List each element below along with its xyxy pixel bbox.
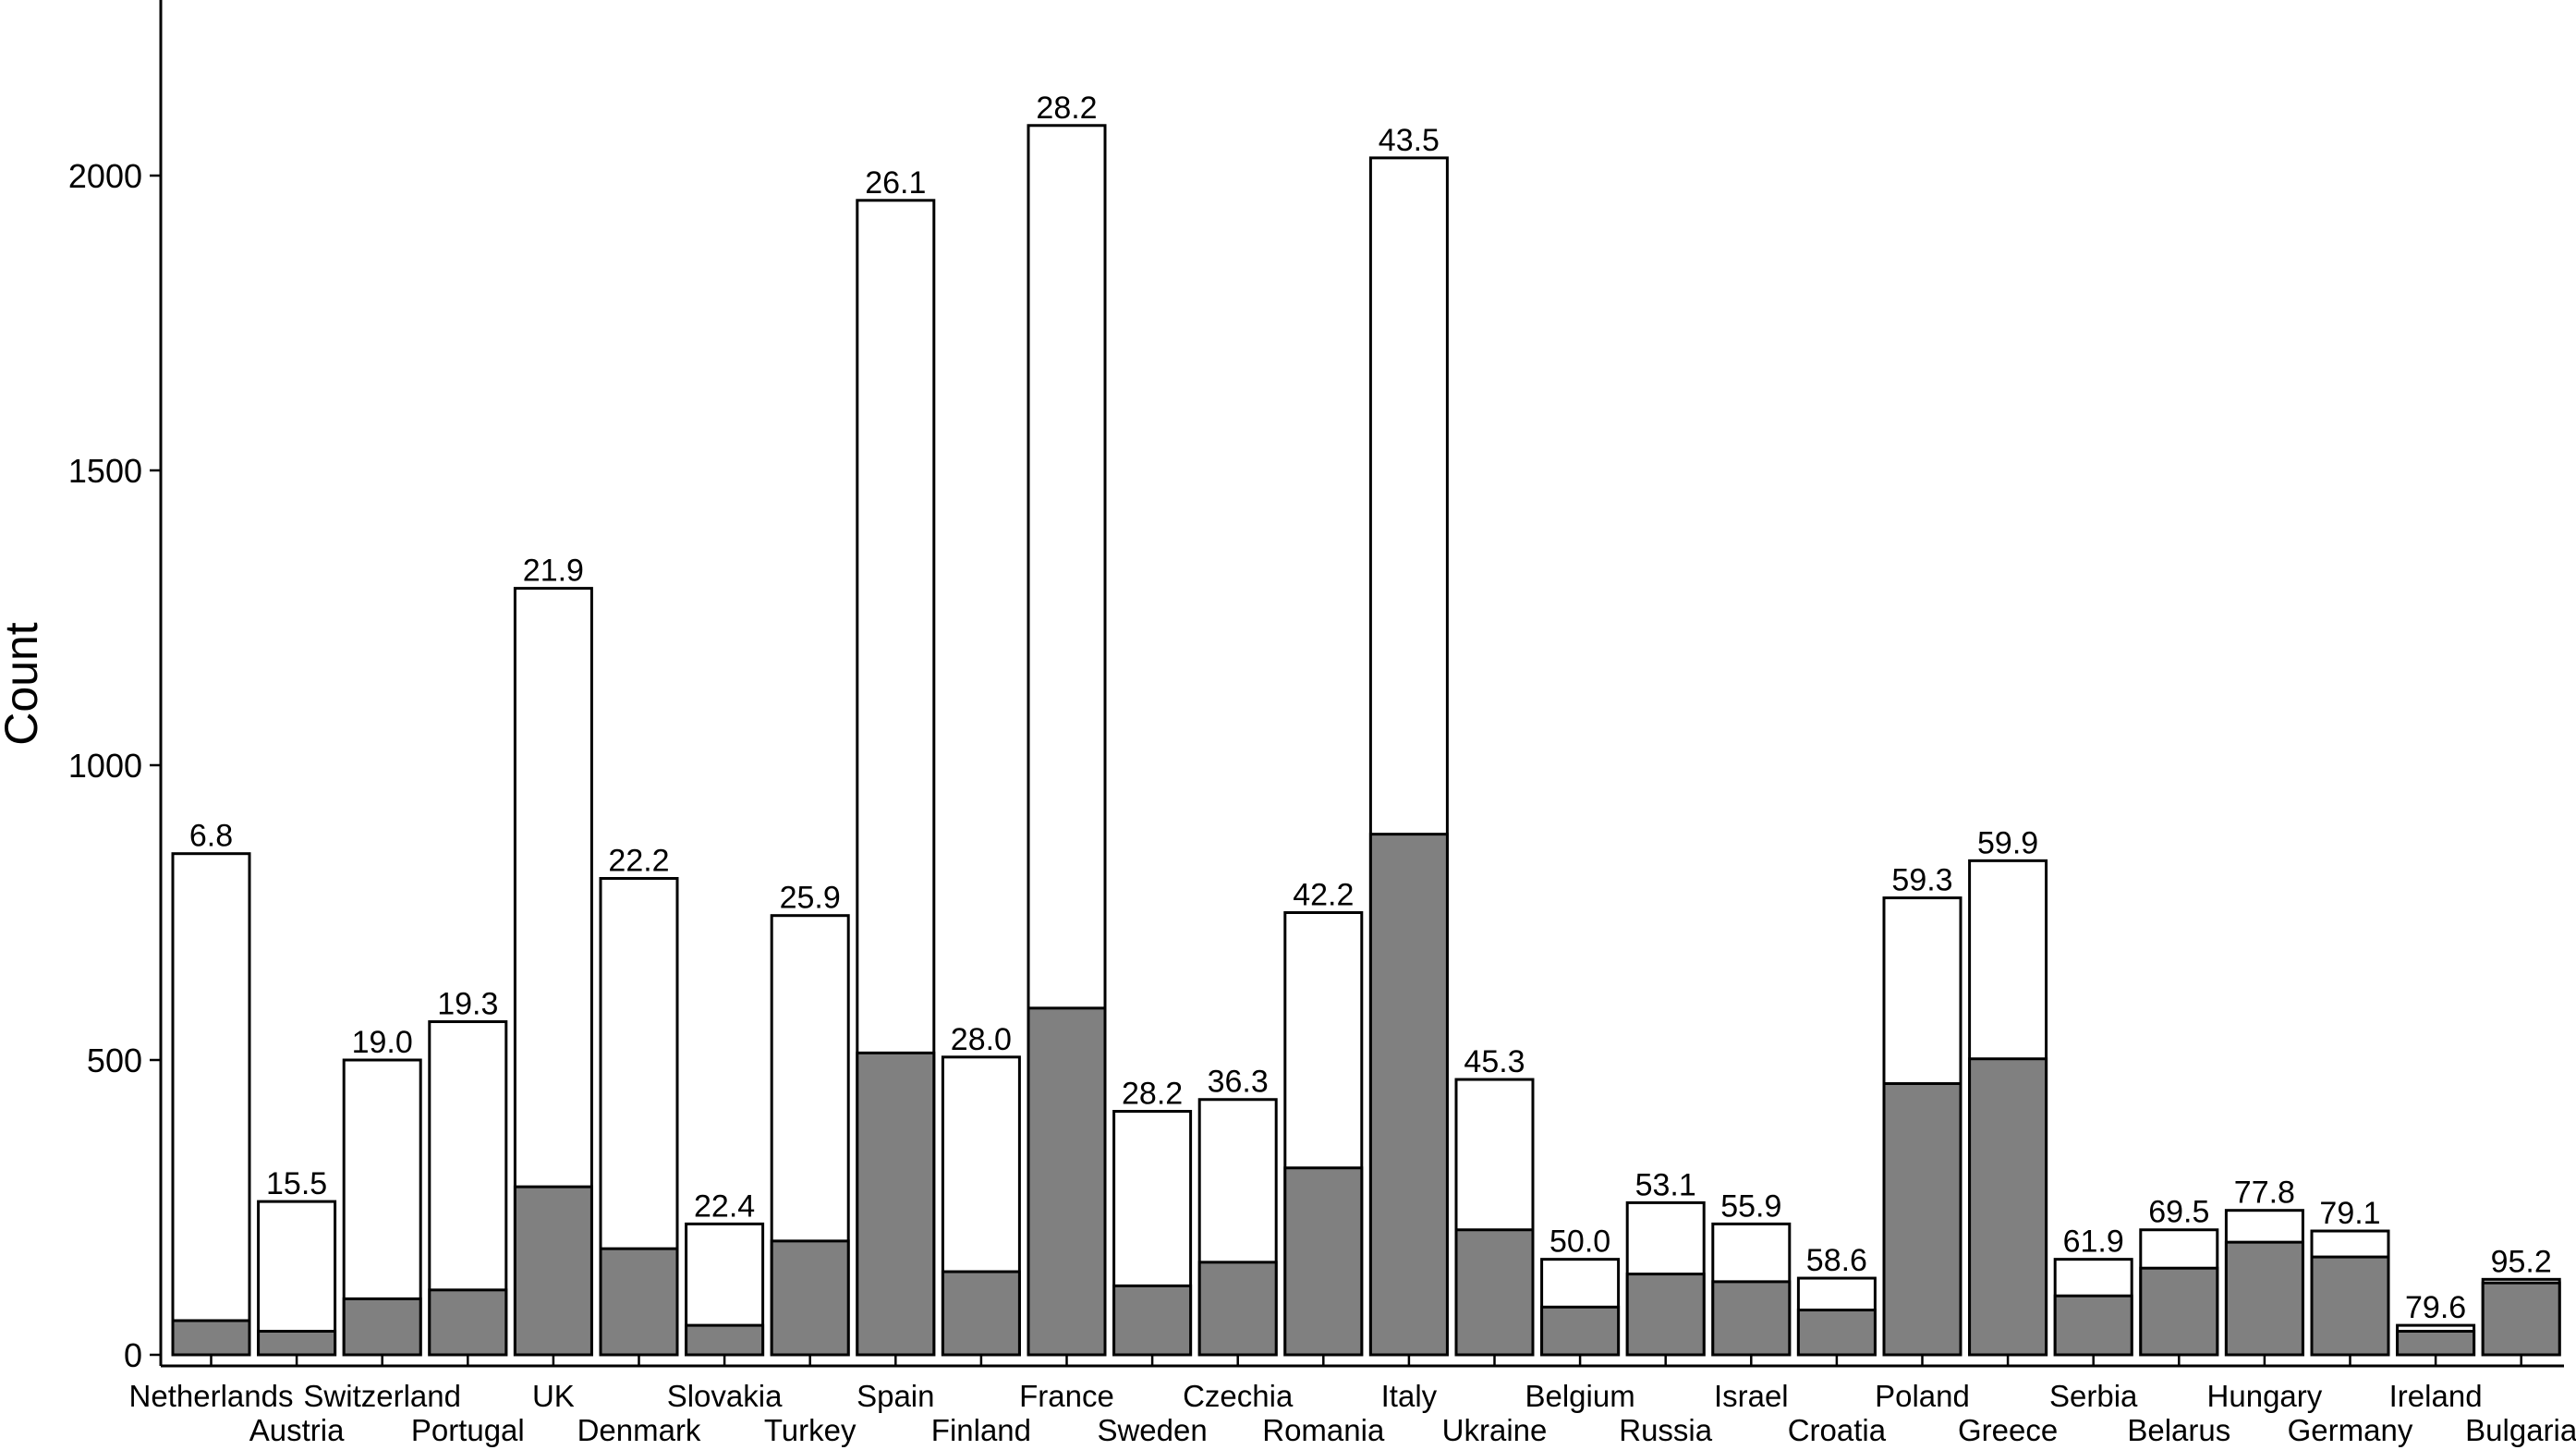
data-label: 59.9: [1977, 825, 2038, 860]
data-label: 19.3: [437, 987, 498, 1022]
data-label: 95.2: [2491, 1244, 2552, 1279]
bar-subset-denmark: [599, 1247, 679, 1357]
x-tick-label: Poland: [1875, 1379, 1970, 1413]
data-label: 28.0: [951, 1022, 1012, 1057]
x-tick-label: Germany: [2288, 1413, 2413, 1447]
bar-subset-belgium: [1540, 1305, 1621, 1357]
x-tick-label: Portugal: [411, 1413, 525, 1447]
bar-subset-belarus: [2139, 1266, 2219, 1357]
data-label: 79.6: [2405, 1290, 2466, 1325]
data-label: 77.8: [2234, 1176, 2295, 1211]
bar-subset-sweden: [1112, 1284, 1193, 1357]
data-label: 79.1: [2319, 1196, 2380, 1231]
bar-subset-romania: [1283, 1166, 1364, 1357]
bar-subset-portugal: [428, 1288, 508, 1357]
bar-subset-serbia: [2053, 1294, 2133, 1357]
y-tick-label: 1500: [68, 452, 142, 490]
data-label: 43.5: [1379, 123, 1440, 158]
x-tick-label: Hungary: [2207, 1379, 2323, 1413]
data-label: 6.8: [189, 819, 233, 854]
bar-subset-slovakia: [685, 1323, 765, 1357]
data-label: 42.2: [1293, 878, 1354, 913]
x-tick-label: Belarus: [2127, 1413, 2230, 1447]
data-label: 61.9: [2063, 1225, 2124, 1260]
bar-subset-france: [1027, 1006, 1107, 1357]
x-tick-label: Slovakia: [667, 1379, 783, 1413]
x-tick-label: Romania: [1262, 1413, 1385, 1447]
data-label: 26.1: [865, 165, 926, 201]
bar-subset-germany: [2310, 1255, 2390, 1357]
x-tick-label: Spain: [857, 1379, 934, 1413]
bar-subset-hungary: [2224, 1240, 2304, 1357]
bar-subset-croatia: [1796, 1309, 1877, 1357]
bar-subset-austria: [257, 1329, 337, 1357]
bar-subset-turkey: [770, 1239, 850, 1357]
bar-subset-ireland: [2396, 1329, 2476, 1357]
data-label: 28.2: [1122, 1077, 1183, 1112]
data-label: 21.9: [523, 554, 584, 589]
bar-subset-switzerland: [342, 1297, 422, 1357]
bar-total-austria: [257, 1200, 337, 1357]
bar-subset-czechia: [1197, 1261, 1278, 1357]
x-tick-label: Bulgaria: [2465, 1413, 2576, 1447]
data-label: 22.2: [608, 843, 669, 878]
data-label: 25.9: [780, 881, 841, 916]
x-tick-label: UK: [532, 1379, 575, 1413]
x-tick-label: Austria: [249, 1413, 345, 1447]
data-label: 69.5: [2148, 1195, 2209, 1230]
data-label: 50.0: [1549, 1225, 1610, 1260]
y-tick-label: 1000: [68, 747, 142, 785]
x-tick-label: Serbia: [2049, 1379, 2138, 1413]
data-label: 15.5: [266, 1166, 327, 1201]
bar-subset-bulgaria: [2481, 1281, 2561, 1357]
x-tick-label: Czechia: [1183, 1379, 1294, 1413]
x-tick-label: Russia: [1619, 1413, 1713, 1447]
data-label: 22.4: [694, 1188, 755, 1224]
bar-subset-uk: [513, 1185, 593, 1357]
x-tick-label: Italy: [1381, 1379, 1438, 1413]
x-tick-label: Belgium: [1525, 1379, 1634, 1413]
bar-subset-finland: [941, 1270, 1021, 1357]
x-tick-label: Greece: [1958, 1413, 2058, 1447]
bars-layer: [171, 124, 2561, 1357]
bar-subset-ukraine: [1454, 1228, 1535, 1357]
x-tick-label: Sweden: [1097, 1413, 1207, 1447]
bar-subset-italy: [1368, 833, 1449, 1357]
y-axis-title: Count: [0, 622, 47, 746]
bar-subset-russia: [1625, 1273, 1706, 1357]
x-tick-label: Netherlands: [129, 1379, 294, 1413]
bar-subset-greece: [1968, 1057, 2048, 1357]
y-tick-label: 0: [124, 1336, 142, 1374]
data-label: 58.6: [1806, 1243, 1867, 1278]
bar-subset-spain: [856, 1051, 936, 1357]
axes-layer: [150, 0, 2564, 1368]
data-label: 45.3: [1464, 1044, 1525, 1079]
x-tick-label: Ukraine: [1442, 1413, 1548, 1447]
bar-total-netherlands: [171, 852, 251, 1357]
x-tick-label: Denmark: [577, 1413, 701, 1447]
x-tick-label: France: [1019, 1379, 1114, 1413]
data-label: 53.1: [1635, 1167, 1696, 1202]
data-label: 36.3: [1208, 1065, 1269, 1100]
x-tick-label: Croatia: [1788, 1413, 1887, 1447]
y-tick-label: 2000: [68, 157, 142, 195]
x-tick-label: Ireland: [2389, 1379, 2483, 1413]
bar-subset-netherlands: [171, 1319, 251, 1357]
y-tick-label: 500: [87, 1042, 142, 1079]
data-label: 59.3: [1891, 863, 1952, 898]
bar-subset-israel: [1711, 1280, 1792, 1357]
x-tick-label: Finland: [931, 1413, 1031, 1447]
labels-layer: 6.8 Netherlands 15.5 Austria 19.0 Switzerland…: [68, 91, 2576, 1447]
x-tick-label: Switzerland: [303, 1379, 461, 1413]
bar-subset-poland: [1882, 1082, 1962, 1357]
x-tick-label: Israel: [1714, 1379, 1789, 1413]
x-tick-label: Turkey: [764, 1413, 857, 1447]
data-label: 19.0: [352, 1025, 413, 1060]
data-label: 28.2: [1036, 91, 1097, 126]
data-label: 55.9: [1720, 1188, 1781, 1224]
